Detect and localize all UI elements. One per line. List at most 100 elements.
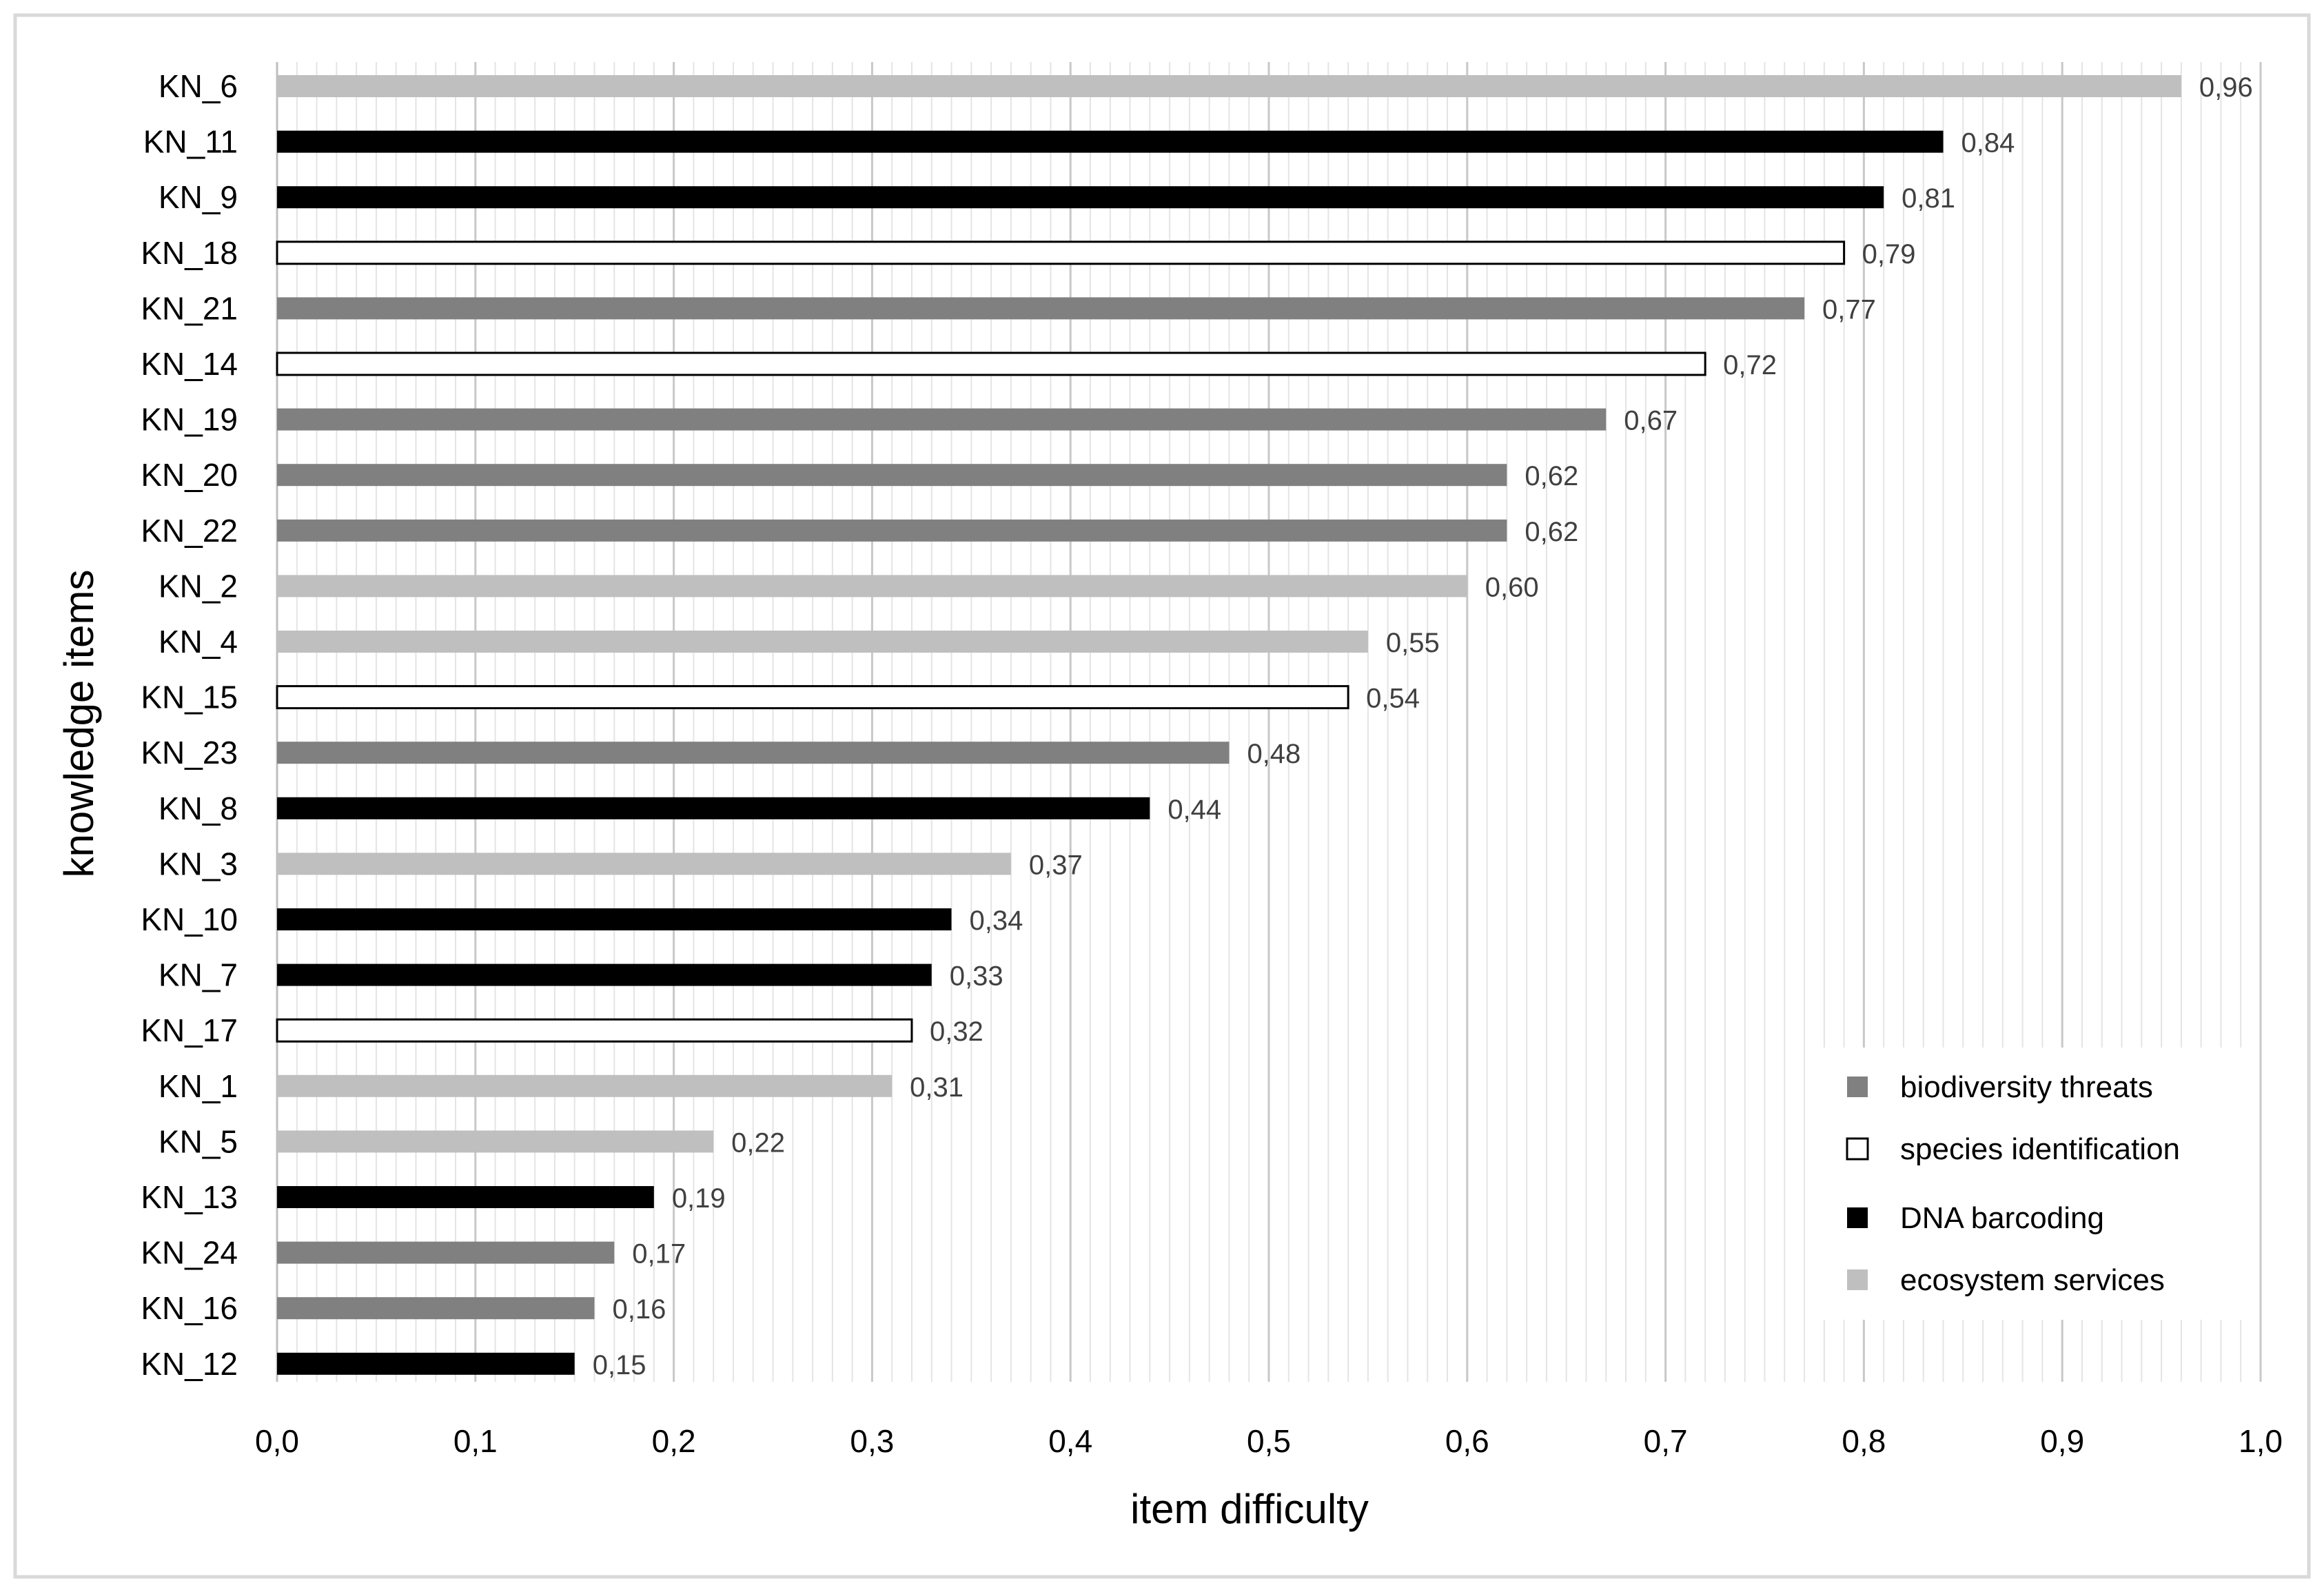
category-label: KN_9 [159,179,238,215]
category-label: KN_15 [141,680,238,715]
legend-swatch [1847,1076,1868,1097]
category-label: KN_20 [141,457,238,493]
category-label: KN_19 [141,402,238,438]
x-tick-label: 0,4 [1048,1423,1092,1459]
bar-kn-22 [277,519,1507,542]
bar-kn-1 [277,1074,893,1097]
bar-kn-19 [277,408,1607,431]
legend-background [1820,1048,2247,1320]
x-tick-label: 0,9 [2040,1423,2084,1459]
bar-kn-4 [277,631,1368,653]
data-label: 0,37 [1029,850,1083,880]
x-axis-title: item difficulty [1130,1486,1369,1532]
bar-kn-9 [277,186,1884,209]
category-label: KN_18 [141,235,238,271]
data-label: 0,48 [1247,739,1301,769]
category-label: KN_24 [141,1235,238,1271]
bar-kn-17 [276,1018,913,1043]
legend-label: ecosystem services [1900,1263,2165,1297]
bar-kn-20 [277,464,1507,487]
bar-kn-2 [277,575,1467,598]
data-label: 0,22 [731,1127,785,1158]
category-label: KN_13 [141,1179,238,1215]
bar-kn-12 [277,1352,575,1375]
category-label: KN_12 [141,1346,238,1382]
x-tick-label: 0,8 [1842,1423,1886,1459]
legend-swatch [1847,1207,1868,1228]
data-label: 0,15 [593,1350,646,1380]
legend: biodiversity threats species identificati… [1846,1070,2180,1297]
data-label: 0,16 [612,1294,666,1325]
data-label: 0,54 [1366,684,1420,714]
bar-kn-24 [277,1241,615,1264]
data-label: 0,67 [1624,406,1678,436]
data-label: 0,62 [1525,517,1578,547]
data-label: 0,17 [632,1239,686,1269]
x-tick-label: 0,6 [1445,1423,1489,1459]
bar-kn-8 [277,797,1150,819]
data-label: 0,31 [910,1072,964,1103]
category-label: KN_23 [141,735,238,771]
category-label: KN_5 [159,1123,238,1159]
legend-label: DNA barcoding [1900,1201,2104,1235]
category-label: KN_4 [159,624,238,660]
category-label: KN_22 [141,513,238,549]
bar-kn-23 [277,742,1230,764]
data-label: 0,77 [1822,294,1876,325]
x-tick-label: 0,7 [1644,1423,1688,1459]
bar-kn-7 [277,963,932,986]
bar-kn-15 [276,685,1349,710]
bar-kn-3 [277,853,1011,875]
legend-swatch [1846,1137,1869,1161]
value-labels: 0,96 0,840,81 0,79 0,77 0,72 0,67 0,62 0,62 0,60… [593,72,2253,1380]
data-label: 0,34 [970,906,1023,936]
data-label: 0,44 [1168,795,1221,825]
data-label: 0,81 [1902,183,1955,214]
legend-label: biodiversity threats [1900,1070,2153,1104]
x-tick-label: 0,2 [652,1423,696,1459]
data-label: 0,60 [1485,572,1539,602]
data-label: 0,72 [1723,350,1777,380]
category-label: KN_6 [159,68,238,104]
category-label: KN_7 [159,957,238,993]
bar-kn-18 [276,241,1846,265]
data-label: 0,33 [950,961,1003,992]
bars-group [276,75,2181,1375]
category-label: KN_10 [141,901,238,937]
bar-kn-13 [277,1186,654,1208]
category-label: KN_16 [141,1290,238,1326]
x-tick-label: 0,5 [1247,1423,1291,1459]
bar-kn-16 [277,1297,595,1320]
bar-kn-10 [277,908,952,930]
data-label: 0,84 [1961,128,2015,159]
category-label: KN_21 [141,290,238,326]
bar-kn-5 [277,1130,714,1153]
x-tick-label: 0,0 [255,1423,299,1459]
x-tick-label: 0,3 [850,1423,894,1459]
bar-kn-6 [277,75,2181,97]
category-label: KN_3 [159,846,238,881]
x-tick-label: 0,1 [453,1423,498,1459]
legend-swatch [1847,1269,1868,1290]
bar-kn-21 [277,297,1805,320]
category-label: KN_11 [143,124,238,160]
legend-label: species identification [1900,1132,2180,1166]
category-label: KN_2 [159,568,238,604]
data-label: 0,79 [1862,239,1916,269]
data-label: 0,19 [672,1183,726,1214]
category-label: KN_1 [159,1068,238,1104]
data-label: 0,32 [930,1017,983,1047]
data-label: 0,96 [2199,72,2253,103]
category-label: KN_14 [141,346,238,382]
category-label: KN_17 [141,1012,238,1048]
category-labels: KN_6 KN_11 KN_9 KN_18 KN_21 KN_14 KN_19 KN_20 KN… [141,68,238,1382]
bar-kn-11 [277,130,1944,153]
x-tick-labels: 0,0 0,1 0,2 0,3 0,4 0,5 0,6 0,7 0,8 0,9 1,0 [255,1423,2283,1459]
bar-kn-14 [276,351,1706,376]
x-tick-label: 1,0 [2239,1423,2283,1459]
y-axis-title: knowledge items [56,570,102,878]
category-label: KN_8 [159,790,238,826]
data-label: 0,55 [1386,628,1440,658]
